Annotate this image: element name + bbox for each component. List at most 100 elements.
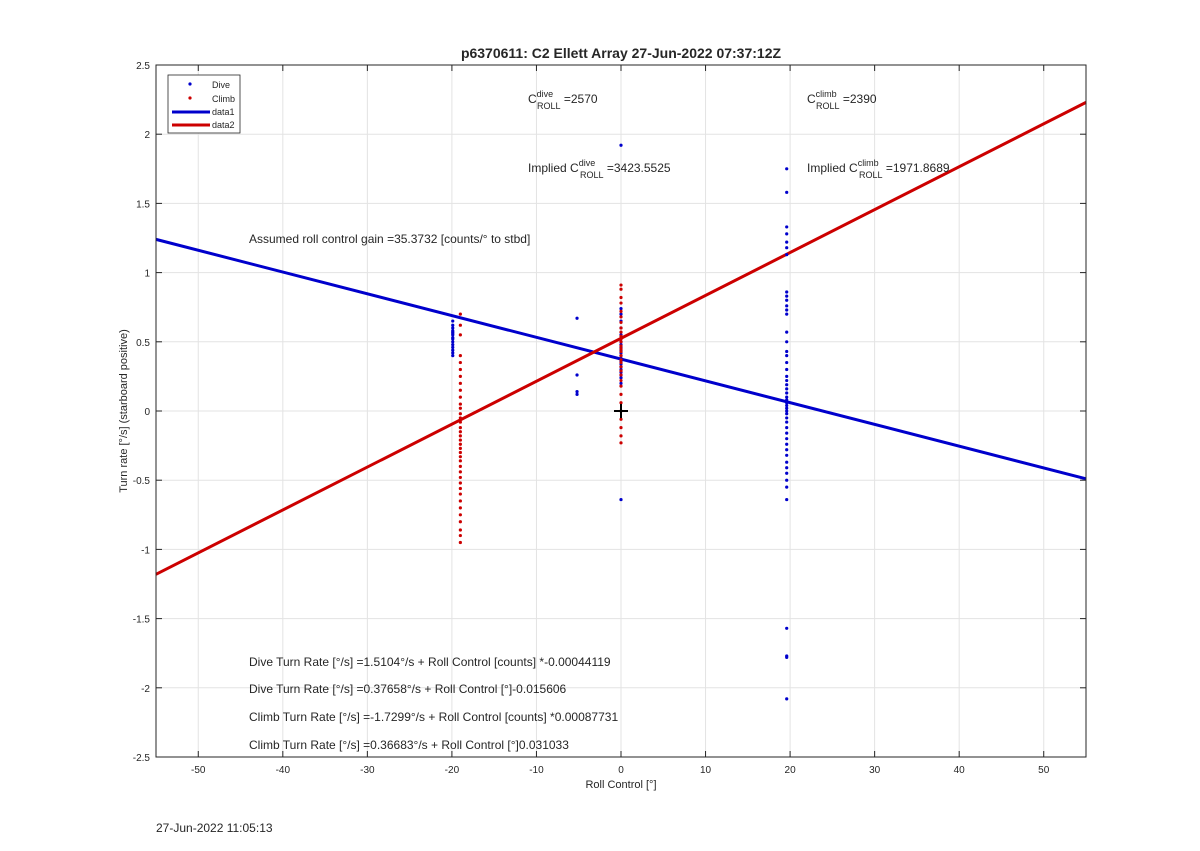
dive-point bbox=[785, 383, 789, 387]
climb-point bbox=[458, 381, 462, 385]
climb-point bbox=[619, 417, 623, 421]
climb-point bbox=[458, 470, 462, 474]
y-tick-label: 1.5 bbox=[136, 199, 150, 210]
climb-point bbox=[458, 486, 462, 491]
dive-point bbox=[785, 374, 789, 378]
legend-dive-marker bbox=[188, 82, 192, 86]
dive-point bbox=[575, 390, 579, 394]
legend-climb-label: Climb bbox=[212, 94, 235, 104]
climb-point bbox=[619, 301, 623, 305]
climb-point bbox=[458, 459, 462, 463]
dive-point bbox=[785, 349, 789, 354]
dive-point bbox=[785, 485, 789, 489]
dive-point bbox=[575, 373, 579, 377]
dive-point bbox=[785, 304, 789, 308]
climb-point bbox=[619, 441, 623, 445]
dive-point bbox=[451, 323, 455, 327]
dive-point bbox=[785, 471, 789, 475]
dive-point bbox=[451, 331, 455, 336]
dive-point bbox=[619, 497, 623, 502]
x-tick-label: -50 bbox=[191, 765, 206, 776]
climb-point bbox=[619, 434, 623, 438]
dive-point bbox=[785, 360, 789, 365]
climb-point bbox=[458, 533, 462, 538]
dive-point bbox=[785, 312, 789, 316]
climb-point bbox=[458, 434, 462, 438]
annotation-climb-eq-deg: Climb Turn Rate [°/s] =0.36683°/s + Roll… bbox=[249, 738, 569, 752]
dive-point bbox=[785, 232, 789, 236]
dive-point bbox=[785, 426, 789, 430]
climb-point bbox=[619, 358, 623, 362]
dive-point bbox=[785, 378, 789, 383]
climb-point bbox=[619, 349, 623, 354]
climb-point bbox=[458, 426, 462, 430]
dive-point bbox=[451, 354, 455, 358]
climb-point bbox=[619, 340, 623, 344]
dive-point bbox=[619, 312, 623, 316]
dive-point bbox=[785, 395, 789, 399]
annotation-c-dive: Cdive ROLL =2570 bbox=[528, 89, 598, 111]
dive-point bbox=[785, 448, 789, 452]
y-tick-label: -2 bbox=[141, 684, 150, 695]
climb-point bbox=[619, 344, 623, 348]
x-tick-label: 30 bbox=[869, 765, 881, 776]
footer-timestamp: 27-Jun-2022 11:05:13 bbox=[156, 821, 273, 835]
legend-box bbox=[167, 74, 241, 134]
y-tick-label: -1 bbox=[141, 545, 150, 556]
climb-point bbox=[619, 373, 623, 377]
climb-point bbox=[458, 406, 462, 410]
climb-point bbox=[619, 384, 623, 388]
dive-point bbox=[785, 167, 789, 171]
climb-point bbox=[458, 402, 462, 406]
y-tick-label: 2.5 bbox=[136, 61, 150, 72]
climb-point bbox=[458, 312, 462, 316]
climb-point bbox=[619, 360, 623, 365]
dive-point bbox=[785, 398, 789, 402]
annotation-implied-dive: Implied Cdive ROLL =3423.5525 bbox=[528, 158, 671, 180]
climb-point bbox=[458, 360, 462, 365]
climb-point bbox=[458, 464, 462, 468]
climb-point bbox=[619, 330, 623, 334]
y-tick-label: 2 bbox=[144, 130, 150, 141]
x-tick-label: 10 bbox=[700, 765, 712, 776]
dive-point bbox=[785, 437, 789, 441]
climb-point bbox=[619, 392, 623, 396]
dive-point bbox=[785, 412, 789, 416]
climb-point bbox=[458, 420, 462, 424]
climb-point bbox=[619, 326, 623, 330]
climb-point bbox=[458, 520, 462, 524]
legend-data1-label: data1 bbox=[212, 107, 235, 117]
climb-point bbox=[458, 354, 462, 358]
dive-point bbox=[785, 391, 789, 395]
chart-title: p6370611: C2 Ellett Array 27-Jun-2022 07… bbox=[461, 45, 782, 61]
climb-point bbox=[458, 438, 462, 442]
climb-point bbox=[458, 323, 462, 327]
dive-point bbox=[785, 655, 789, 659]
x-tick-label: 40 bbox=[954, 765, 966, 776]
dive-point bbox=[785, 460, 789, 464]
y-tick-label: 0.5 bbox=[136, 338, 150, 349]
climb-point bbox=[458, 492, 462, 496]
dive-point bbox=[451, 342, 455, 347]
climb-point bbox=[619, 315, 623, 319]
dive-point bbox=[785, 406, 789, 410]
climb-point bbox=[458, 430, 462, 434]
dive-point bbox=[451, 326, 455, 330]
climb-point bbox=[458, 450, 462, 455]
dive-point bbox=[785, 253, 789, 257]
dive-point bbox=[785, 409, 789, 413]
dive-point bbox=[785, 246, 789, 250]
legend-dive-label: Dive bbox=[212, 80, 230, 90]
y-tick-label: -0.5 bbox=[133, 476, 151, 487]
climb-point bbox=[458, 455, 462, 459]
dive-point bbox=[785, 298, 789, 302]
climb-point bbox=[619, 309, 623, 313]
dive-point bbox=[785, 403, 789, 408]
dive-point bbox=[785, 420, 789, 424]
ticks: -50 -40 -30 -20 -10 0 10 20 30 40 50-2.5-2-1.5-1-0… bbox=[133, 61, 1086, 776]
x-tick-label: 20 bbox=[785, 765, 797, 776]
data-points bbox=[451, 143, 789, 701]
climb-point bbox=[458, 446, 462, 450]
annotation-implied-climb: Implied Cclimb ROLL =1971.8689 bbox=[807, 158, 950, 180]
